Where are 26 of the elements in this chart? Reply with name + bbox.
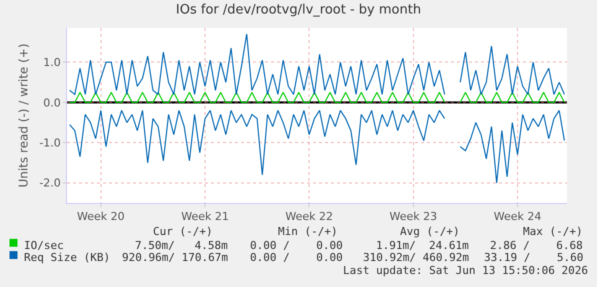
- text: 0.00 / 0.00: [250, 251, 343, 264]
- text: Avg (-/+): [400, 225, 460, 238]
- y-tick-label: -1.0: [39, 136, 61, 150]
- text: 0.00 / 0.00: [250, 239, 343, 252]
- legend-label: Req Size (KB): [24, 251, 110, 264]
- y-tick-label: 1.0: [43, 56, 61, 70]
- x-tick-label: Week 23: [390, 210, 438, 224]
- y-tick-label: -2.0: [39, 176, 61, 190]
- x-tick-label: Week 20: [77, 210, 125, 224]
- text: 7.50m/ 4.58m: [135, 239, 228, 252]
- text: Cur (-/+): [153, 225, 213, 238]
- x-tick-label: Week 21: [181, 210, 229, 224]
- y-axis-title: Units read (-) / write (+): [16, 43, 31, 188]
- text: Last update: Sat Jun 13 15:50:06 2026: [343, 264, 588, 277]
- text: 920.96m/ 170.67m: [122, 251, 228, 264]
- legend-label: IO/sec: [24, 239, 64, 252]
- y-tick-label: 0.0: [43, 96, 61, 110]
- text: 310.92m/ 460.92m: [363, 251, 470, 264]
- x-tick-label: Week 24: [494, 210, 542, 224]
- text: 1.91m/ 24.61m: [376, 239, 470, 252]
- text: Min (-/+): [278, 225, 338, 238]
- x-tick-label: Week 22: [285, 210, 334, 224]
- text: Max (-/+): [523, 225, 583, 238]
- text: 33.19 / 5.60: [484, 251, 584, 264]
- text: 2.86 / 6.68: [490, 239, 583, 252]
- chart-title: IOs for /dev/rootvg/lv_root - by month: [176, 2, 422, 18]
